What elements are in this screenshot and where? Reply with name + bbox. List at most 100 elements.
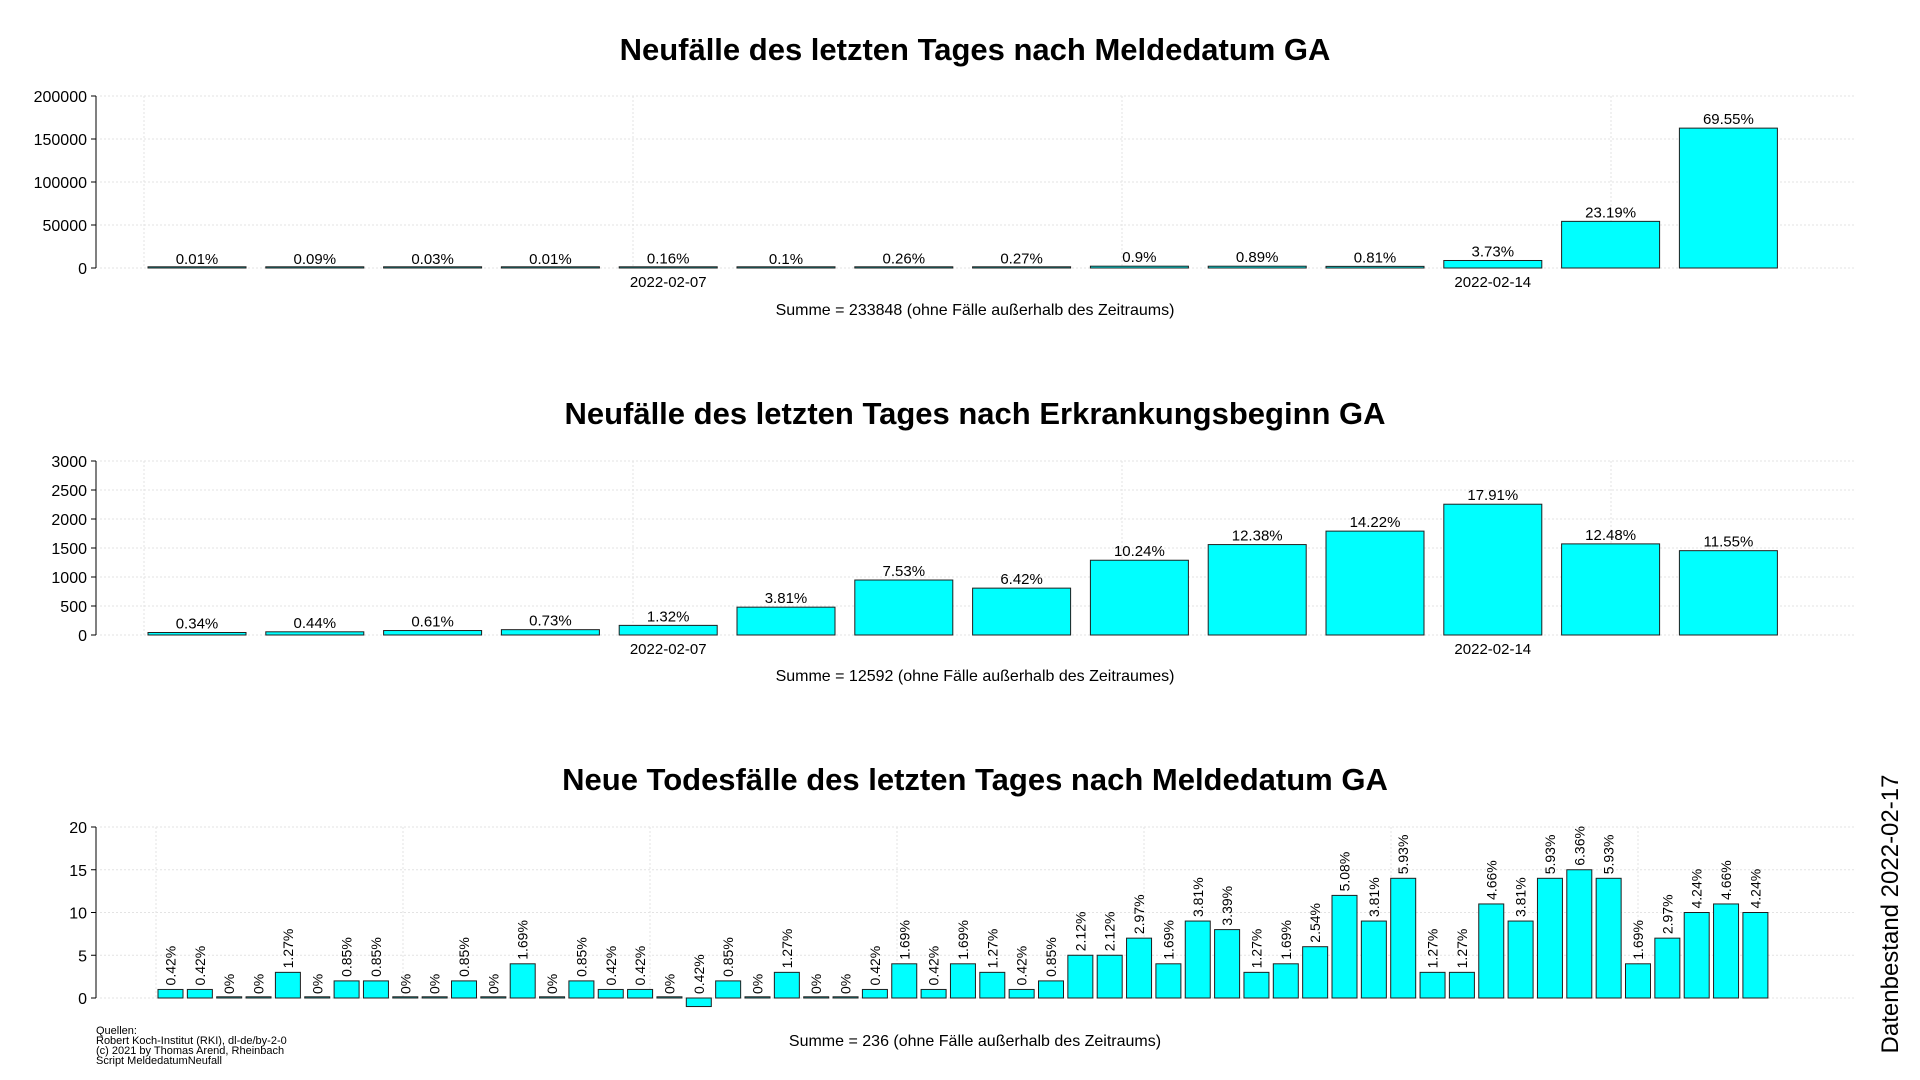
bar-value-label: 1.69%	[1160, 920, 1176, 960]
bar-value-label: 6.36%	[1571, 826, 1587, 866]
bar	[1155, 963, 1182, 999]
bar	[147, 632, 247, 636]
bar-value-label: 23.19%	[1585, 204, 1636, 221]
bar	[1089, 265, 1189, 269]
bar-value-label: 0.85%	[456, 937, 472, 977]
bar-value-label: 0.34%	[176, 616, 219, 633]
bar-value-label: 1.69%	[955, 920, 971, 960]
bar	[1507, 920, 1534, 999]
bar	[1008, 988, 1035, 999]
y-tick-label: 200000	[34, 89, 87, 106]
y-tick-label: 5	[78, 948, 87, 965]
bar-value-label: 0.01%	[529, 251, 572, 268]
chart-title: Neufälle des letzten Tages nach Meldedat…	[620, 32, 1331, 67]
bar	[1331, 894, 1358, 999]
bar	[1742, 912, 1769, 999]
bar-value-label: 0.26%	[883, 250, 926, 267]
bar	[265, 631, 365, 636]
x-date-label: 2022-02-07	[630, 641, 707, 658]
bar	[1096, 954, 1123, 999]
bar	[1325, 530, 1425, 636]
bar-value-label: 0.42%	[163, 946, 179, 986]
bar	[1561, 220, 1661, 269]
bar-value-label: 3.39%	[1219, 886, 1235, 926]
bar-value-label: 0.42%	[1014, 946, 1030, 986]
bar-value-label: 0.03%	[411, 251, 454, 268]
bar-value-label: 4.24%	[1747, 869, 1763, 909]
bar	[421, 996, 448, 999]
bar-value-label: 1.27%	[1248, 929, 1264, 969]
bar-value-label: 3.73%	[1472, 243, 1515, 260]
bar-value-label: 0.1%	[769, 251, 803, 268]
bar	[362, 980, 389, 999]
chart-caption: Summe = 233848 (ohne Fälle außerhalb des…	[776, 302, 1175, 319]
bar-value-label: 0%	[544, 974, 560, 994]
bar-value-label: 0.42%	[632, 946, 648, 986]
bar-value-label: 0.85%	[339, 937, 355, 977]
bar	[1678, 550, 1778, 636]
bar	[1678, 127, 1778, 269]
bar-value-label: 5.93%	[1601, 835, 1617, 875]
bar-value-label: 0%	[838, 974, 854, 994]
bar	[383, 630, 483, 636]
bar	[480, 996, 507, 999]
bar-value-label: 0%	[397, 974, 413, 994]
y-tick-label: 1000	[51, 570, 87, 587]
bar	[1302, 946, 1329, 999]
chart-title: Neue Todesfälle des letzten Tages nach M…	[562, 762, 1388, 797]
bar	[274, 971, 301, 999]
bar	[500, 266, 600, 269]
x-date-label: 2022-02-14	[1454, 641, 1531, 658]
bar-value-label: 1.69%	[1630, 920, 1646, 960]
bar	[539, 996, 566, 999]
bar	[1654, 937, 1681, 999]
bar-value-label: 0.61%	[411, 614, 454, 631]
y-tick-label: 50000	[43, 218, 88, 235]
bar-value-label: 0.85%	[368, 937, 384, 977]
bar	[803, 996, 830, 999]
bar-value-label: 5.93%	[1395, 835, 1411, 875]
bar-value-label: 10.24%	[1114, 543, 1165, 560]
bar-value-label: 1.32%	[647, 608, 690, 625]
bar	[1325, 265, 1425, 269]
bar	[1443, 259, 1543, 269]
bar-value-label: 0.44%	[294, 615, 337, 632]
chart-todesfaelle: 0 5 10 15 20 Neue Todesfälle des letzten Tage…	[69, 762, 1854, 1050]
bar	[304, 996, 331, 999]
bar-value-label: 2.97%	[1659, 894, 1675, 934]
bar	[972, 587, 1072, 636]
bar-value-label: 0.09%	[294, 251, 337, 268]
bar	[500, 629, 600, 636]
bar	[773, 971, 800, 999]
bar-value-label: 0.85%	[720, 937, 736, 977]
bar	[949, 963, 976, 999]
bar	[891, 963, 918, 999]
bar-value-label: 2.97%	[1131, 894, 1147, 934]
y-tick-label: 150000	[34, 132, 87, 149]
bar-value-label: 4.24%	[1689, 869, 1705, 909]
y-tick-label: 2000	[51, 512, 87, 529]
bar-value-label: 1.27%	[984, 929, 1000, 969]
sources-line-2: Robert Koch-Institut (RKI), dl-de/by-2-0	[96, 1035, 287, 1047]
bar	[392, 996, 419, 999]
bar-value-label: 5.93%	[1542, 835, 1558, 875]
bar	[920, 988, 947, 999]
bar	[1214, 929, 1241, 999]
bar-value-label: 11.55%	[1704, 534, 1754, 551]
bar-value-label: 0.42%	[926, 946, 942, 986]
bar	[1595, 877, 1622, 999]
bar-value-label: 2.12%	[1102, 912, 1118, 952]
bar-value-label: 0%	[427, 974, 443, 994]
bar-value-label: 0.16%	[647, 251, 690, 268]
bar	[736, 266, 836, 269]
bar	[265, 266, 365, 269]
bar-value-label: 1.69%	[896, 920, 912, 960]
bar	[1536, 877, 1563, 999]
bar	[157, 988, 184, 999]
bar	[1443, 503, 1543, 636]
bar-value-label: 69.55%	[1703, 111, 1754, 128]
bar-value-label: 7.53%	[883, 563, 926, 580]
bar-value-label: 0.73%	[529, 613, 572, 630]
bar-value-label: 3.81%	[1190, 877, 1206, 917]
y-tick-label: 15	[69, 863, 87, 880]
